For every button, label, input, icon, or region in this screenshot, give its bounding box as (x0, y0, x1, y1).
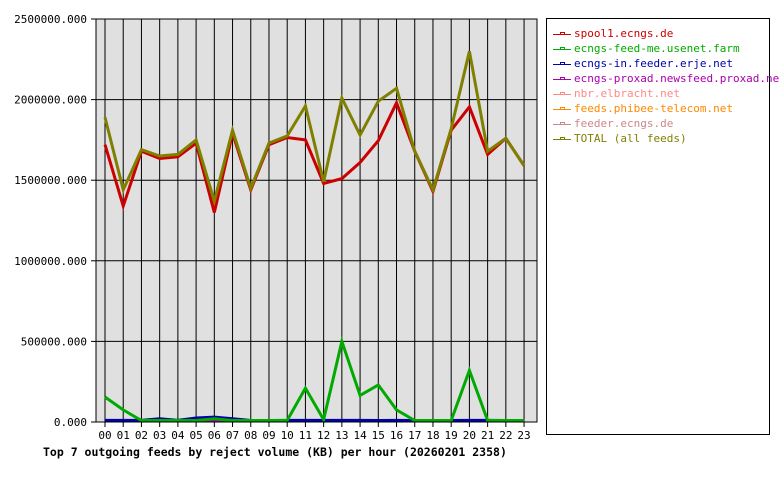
chart-caption: Top 7 outgoing feeds by reject volume (K… (43, 445, 507, 459)
legend-swatch-icon (553, 135, 571, 143)
legend-label: feeds.phibee-telecom.net (574, 102, 733, 115)
legend-swatch-icon (553, 75, 571, 83)
grid-lines (96, 18, 537, 423)
legend-item: nbr.elbracht.net (553, 86, 680, 101)
x-axis: 00 01 02 03 04 05 06 07 08 09 10 11 12 13 14 15 16 17 18 19… (98, 422, 531, 442)
legend-label: feeder.ecngs.de (574, 117, 674, 130)
series-line (103, 99, 526, 213)
y-tick-label: 2500000.000 (14, 13, 87, 26)
x-tick-label: 03 (153, 429, 166, 442)
x-tick-label: 22 (499, 429, 512, 442)
x-tick-label: 15 (372, 429, 385, 442)
x-tick-label: 06 (208, 429, 221, 442)
legend-label: TOTAL (all feeds) (574, 132, 687, 145)
legend-item: feeder.ecngs.de (553, 116, 673, 131)
x-tick-label: 04 (171, 429, 185, 442)
legend-item: ecngs-proxad.newsfeed.proxad.net (553, 71, 780, 86)
x-tick-label: 09 (262, 429, 275, 442)
legend-item: ecngs-in.feeder.erje.net (553, 56, 733, 71)
x-tick-label: 10 (281, 429, 294, 442)
legend-label: ecngs-feed-me.usenet.farm (574, 42, 740, 55)
legend-item: ecngs-feed-me.usenet.farm (553, 41, 740, 56)
x-tick-label: 02 (135, 429, 148, 442)
series-line (104, 335, 525, 424)
legend-label: nbr.elbracht.net (574, 87, 680, 100)
legend-item: feeds.phibee-telecom.net (553, 101, 733, 116)
x-tick-label: 00 (98, 429, 111, 442)
y-tick-label: 500000.000 (21, 335, 87, 348)
legend-swatch-icon (553, 30, 571, 38)
x-tick-label: 17 (408, 429, 421, 442)
legend-label: ecngs-in.feeder.erje.net (574, 57, 733, 70)
x-tick-label: 13 (335, 429, 348, 442)
legend-swatch-icon (553, 90, 571, 98)
y-tick-label: 1500000.000 (14, 174, 87, 187)
x-tick-label: 01 (117, 429, 130, 442)
legend-item: TOTAL (all feeds) (553, 131, 687, 146)
legend-label: spool1.ecngs.de (574, 27, 674, 40)
x-tick-label: 16 (390, 429, 403, 442)
legend-swatch-icon (553, 120, 571, 128)
x-tick-label: 14 (353, 429, 367, 442)
x-tick-label: 05 (189, 429, 202, 442)
y-axis: 0.000 500000.000 1000000.000 1500000.000 200… (14, 13, 96, 429)
series-lines (103, 50, 526, 424)
x-tick-label: 21 (481, 429, 494, 442)
series-line (103, 50, 526, 207)
legend-swatch-icon (553, 105, 571, 113)
y-tick-label: 2000000.000 (14, 94, 87, 107)
legend-swatch-icon (553, 45, 571, 53)
x-tick-label: 11 (299, 429, 312, 442)
x-tick-label: 07 (226, 429, 239, 442)
y-tick-label: 1000000.000 (14, 255, 87, 268)
plot-area (96, 19, 537, 422)
x-tick-label: 08 (244, 429, 257, 442)
legend-swatch-icon (553, 60, 571, 68)
x-tick-label: 12 (317, 429, 330, 442)
x-tick-label: 23 (517, 429, 530, 442)
legend-label: ecngs-proxad.newsfeed.proxad.net (574, 72, 780, 85)
legend-item: spool1.ecngs.de (553, 26, 673, 41)
y-tick-label: 0.000 (54, 416, 87, 429)
x-tick-label: 18 (426, 429, 439, 442)
legend: spool1.ecngs.de ecngs-feed-me.usenet.farm… (546, 18, 780, 435)
plot-frame (95, 18, 538, 423)
x-tick-label: 20 (463, 429, 476, 442)
x-tick-label: 19 (445, 429, 458, 442)
